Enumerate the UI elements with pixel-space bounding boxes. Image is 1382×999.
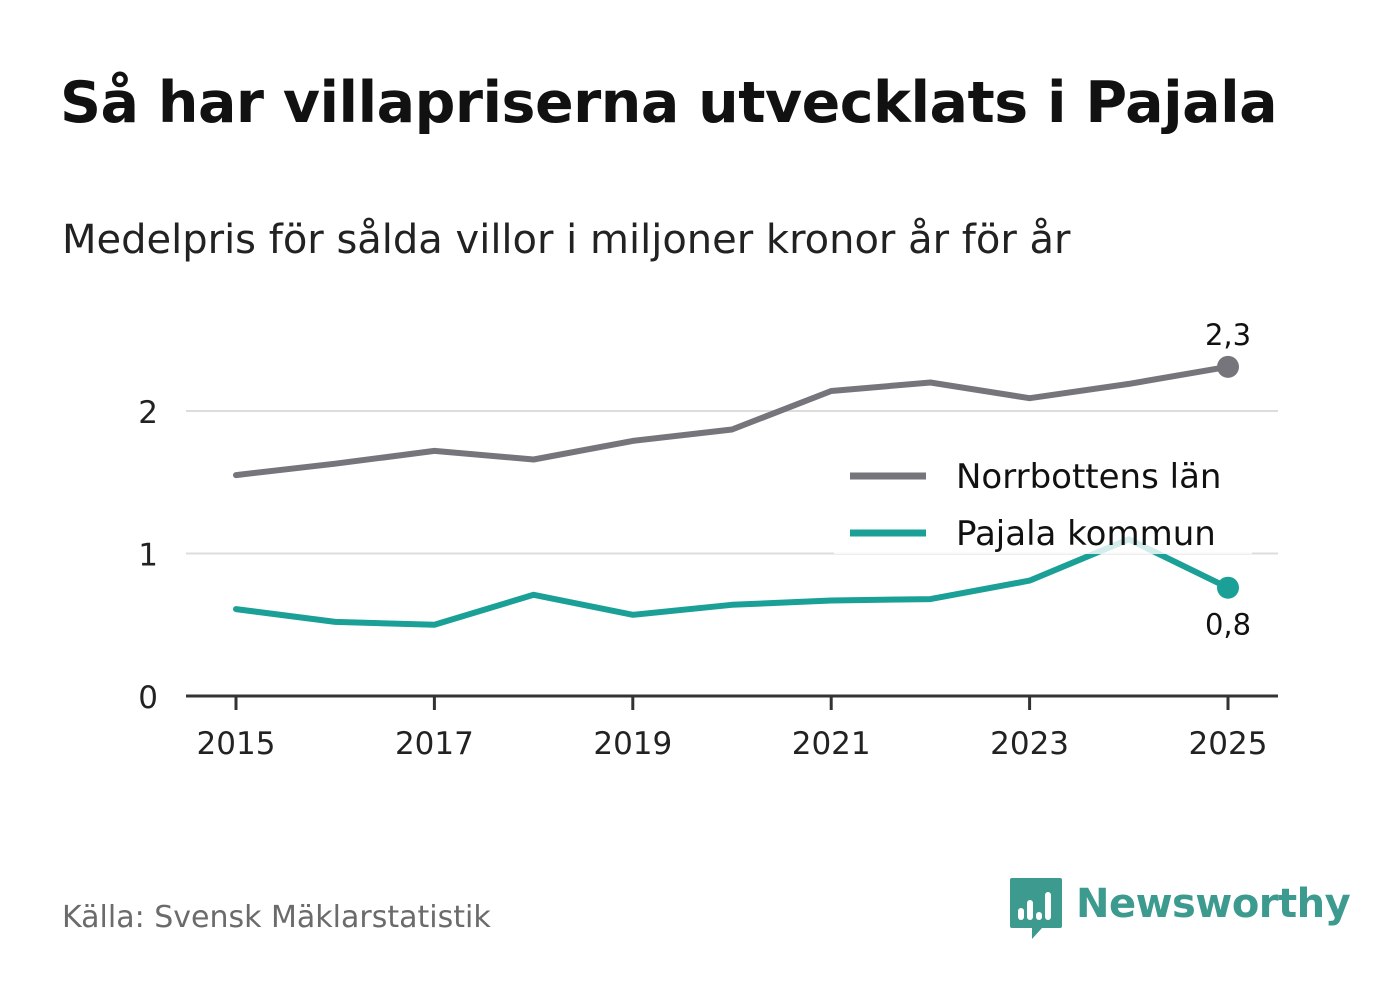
- chart-title: Så har villapriserna utvecklats i Pajala: [60, 70, 1278, 136]
- end-label-norrbotten: 2,3: [1205, 318, 1251, 352]
- logo-bar-4: [1045, 892, 1051, 920]
- logo-bar-2: [1027, 900, 1033, 920]
- logo-bar-1: [1018, 908, 1024, 920]
- x-tick-label-2021: 2021: [792, 726, 871, 762]
- newsworthy-logo: Newsworthy: [1010, 878, 1351, 942]
- x-axis-ticks: 2015 2017 2019 2021 2023 2025: [186, 694, 1278, 762]
- y-tick-label-2: 2: [138, 395, 158, 431]
- legend-label-norrbotten: Norrbottens län: [956, 457, 1221, 497]
- newsworthy-logo-icon: [1010, 878, 1062, 939]
- logo-bar-3: [1036, 912, 1042, 920]
- legend-label-pajala: Pajala kommun: [956, 514, 1216, 554]
- logo-bubble-shape: [1010, 878, 1062, 939]
- y-tick-label-0: 0: [138, 680, 158, 716]
- brand-name: Newsworthy: [1076, 881, 1351, 927]
- y-axis-tick-labels: 0 1 2: [138, 395, 158, 716]
- x-tick-label-2019: 2019: [593, 726, 672, 762]
- source-note: Källa: Svensk Mäklarstatistik: [62, 900, 491, 935]
- end-labels: 2,3 0,8: [1205, 318, 1251, 642]
- series-line-norrbotten: [233, 363, 1231, 479]
- end-marker-norrbotten: [1217, 355, 1239, 378]
- end-label-pajala: 0,8: [1205, 608, 1251, 642]
- series-lines: [233, 355, 1239, 628]
- x-tick-label-2023: 2023: [990, 726, 1069, 762]
- chart-subtitle: Medelpris för sålda villor i miljoner kr…: [62, 217, 1071, 263]
- x-tick-label-2017: 2017: [395, 726, 474, 762]
- end-marker-pajala: [1217, 576, 1239, 599]
- x-tick-label-2015: 2015: [197, 726, 276, 762]
- legend: Norrbottens län Pajala kommun: [834, 448, 1252, 554]
- y-tick-label-1: 1: [138, 538, 158, 574]
- x-tick-label-2025: 2025: [1189, 726, 1268, 762]
